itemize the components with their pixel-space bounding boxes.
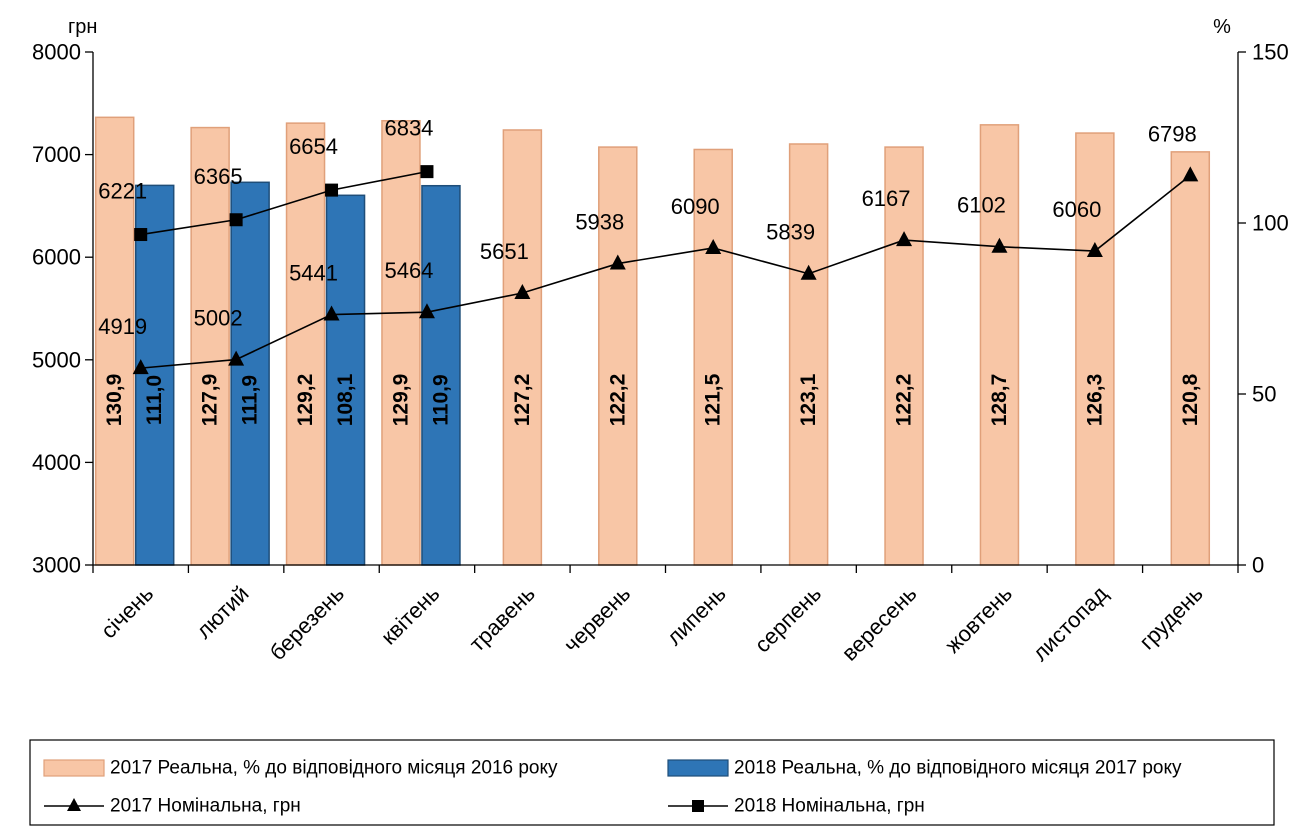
series-2017-nominal-label: 6060: [1052, 197, 1101, 222]
series-2017-nominal-label: 6102: [957, 193, 1006, 218]
bar-2018: [230, 181, 270, 566]
legend-label: 2018 Номінальна, грн: [734, 796, 925, 817]
series-2017-nominal-point: [418, 303, 435, 319]
bar-2017: [979, 124, 1020, 566]
series-2017-nominal-label: 5839: [766, 220, 815, 245]
series-2018-nominal-point: [229, 213, 243, 227]
x-tick-label: квітень: [376, 581, 445, 650]
series-2017-nominal-label: 5938: [575, 210, 624, 235]
series-2017-nominal-label: 5464: [384, 258, 433, 283]
series-2017-nominal-point: [609, 254, 626, 270]
series-2017-nominal-label: 6167: [862, 186, 911, 211]
bar-2018-label: 108,1: [334, 373, 357, 426]
right-tick-label: 100: [1252, 211, 1289, 236]
left-tick-label: 7000: [32, 142, 81, 167]
left-tick-label: 5000: [32, 347, 81, 372]
x-tick-label: червень: [559, 581, 636, 658]
series-2018-nominal-label: 6221: [98, 179, 147, 204]
legend-swatch-marker-triangle: [67, 798, 81, 811]
bar-2017-label: 126,3: [1083, 374, 1106, 427]
series-2018-nominal-point: [325, 183, 339, 197]
legend-swatch-bar-2017: [43, 759, 105, 777]
bar-2017: [285, 122, 326, 566]
bar-2017-label: 120,8: [1179, 373, 1202, 426]
x-tick-label: жовтень: [940, 581, 1017, 658]
bar-2017: [693, 148, 733, 566]
series-2017-nominal-point: [800, 264, 817, 280]
x-tick-label: травень: [464, 581, 540, 657]
series-2017-nominal-point: [323, 305, 340, 321]
left-axis-unit: грн: [68, 16, 97, 38]
bar-2017-label: 129,2: [294, 374, 317, 427]
series-2018-nominal-label: 6654: [289, 134, 338, 159]
left-tick-label: 4000: [32, 450, 81, 475]
series-2017-nominal-label: 5651: [480, 239, 529, 264]
x-tick-label: березень: [265, 581, 349, 665]
bar-2017-label: 127,9: [199, 374, 222, 427]
bar-2018: [421, 184, 461, 566]
bar-2017: [1075, 132, 1115, 566]
right-tick-label: 50: [1252, 382, 1276, 407]
series-2017-nominal-point: [514, 284, 531, 300]
legend-label: 2018 Реальна, % до відповідного місяця 2…: [734, 758, 1182, 779]
series-2017-nominal-point: [705, 238, 722, 254]
series-2017-nominal-point: [132, 359, 149, 375]
series-2018-nominal-label: 6365: [194, 164, 243, 189]
series-2018-nominal-point: [134, 228, 148, 242]
bar-2017-label: 128,7: [988, 374, 1011, 427]
bar-2017: [502, 129, 543, 566]
bar-2017-label: 123,1: [797, 373, 820, 426]
bar-2017: [1170, 151, 1211, 566]
bar-2017-label: 122,2: [893, 374, 916, 427]
legend-swatch-marker-square: [692, 800, 704, 812]
series-2018-nominal-label: 6834: [384, 116, 433, 141]
x-tick-label: січень: [96, 581, 158, 643]
bar-2018-label: 111,9: [239, 375, 262, 425]
x-tick-label: серпень: [750, 581, 827, 658]
right-tick-label: 0: [1252, 553, 1264, 578]
series-2017-nominal-label: 5002: [194, 306, 243, 331]
bar-2018: [325, 194, 366, 566]
bar-2018-label: 111,0: [143, 375, 166, 425]
bar-2017-label: 121,5: [702, 373, 725, 426]
bar-2018: [134, 184, 175, 566]
x-tick-label: листопад: [1027, 581, 1112, 666]
series-2018-nominal-line: [140, 170, 428, 236]
x-tick-label: вересень: [837, 581, 922, 666]
bar-2017-label: 122,2: [606, 374, 629, 427]
legend-swatch-bar-2018: [667, 759, 729, 777]
left-tick-label: 6000: [32, 245, 81, 270]
bar-2017-label: 127,2: [511, 374, 534, 427]
series-2017-nominal-label: 6090: [671, 194, 720, 219]
series-2017-nominal-label: 5441: [289, 261, 338, 286]
bar-2017: [788, 143, 829, 566]
series-2017-nominal-point: [991, 237, 1008, 253]
right-axis-unit: %: [1213, 16, 1231, 38]
x-tick-label: липень: [662, 581, 731, 650]
series-2018-nominal-point: [420, 165, 434, 179]
bar-2017-label: 129,9: [389, 374, 412, 427]
bar-2018-label: 110,9: [429, 374, 452, 425]
bar-2017-label: 130,9: [103, 374, 126, 427]
bar-2017: [190, 126, 230, 566]
series-2017-nominal-label: 6798: [1148, 121, 1197, 146]
series-2017-nominal-point: [896, 231, 913, 247]
left-tick-label: 3000: [32, 553, 81, 578]
legend-label: 2017 Реальна, % до відповідного місяця 2…: [110, 758, 558, 779]
bar-2017: [381, 119, 421, 566]
series-2017-nominal-point: [1182, 166, 1199, 182]
series-2017-nominal-point: [1086, 242, 1103, 258]
x-tick-label: грудень: [1134, 581, 1208, 655]
x-tick-label: лютий: [191, 581, 254, 644]
bar-2017: [94, 116, 135, 566]
right-tick-label: 150: [1252, 40, 1289, 65]
series-2017-nominal-label: 4919: [98, 314, 147, 339]
left-tick-label: 8000: [32, 40, 81, 65]
legend-box: [29, 739, 1275, 826]
series-2017-nominal-point: [228, 350, 245, 366]
series-2017-nominal-line: [140, 174, 1191, 369]
legend-label: 2017 Номінальна, грн: [110, 796, 301, 817]
